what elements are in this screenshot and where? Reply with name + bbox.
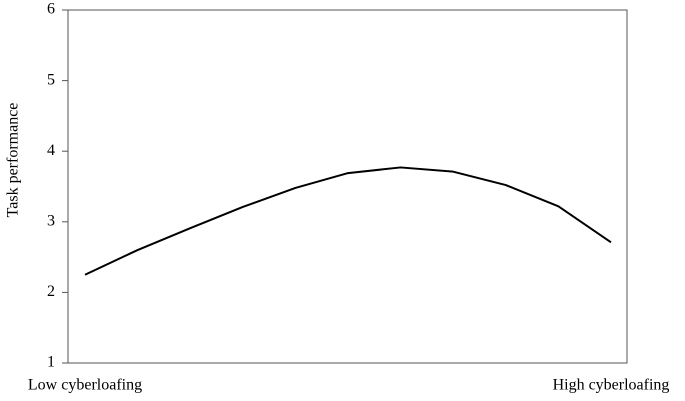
- y-tick-label: 5: [47, 71, 55, 88]
- plot-frame: [67, 9, 628, 364]
- y-tick-label: 1: [47, 354, 55, 371]
- x-tick-label: Low cyberloafing: [28, 377, 142, 394]
- x-tick-label: High cyberloafing: [553, 377, 670, 394]
- y-tick-label: 4: [47, 142, 55, 159]
- y-tick-label: 3: [47, 212, 55, 229]
- y-tick-label: 6: [47, 1, 55, 18]
- y-tick-label: 2: [47, 283, 55, 300]
- line: [84, 166, 612, 276]
- y-axis-label: Task performance: [5, 103, 22, 218]
